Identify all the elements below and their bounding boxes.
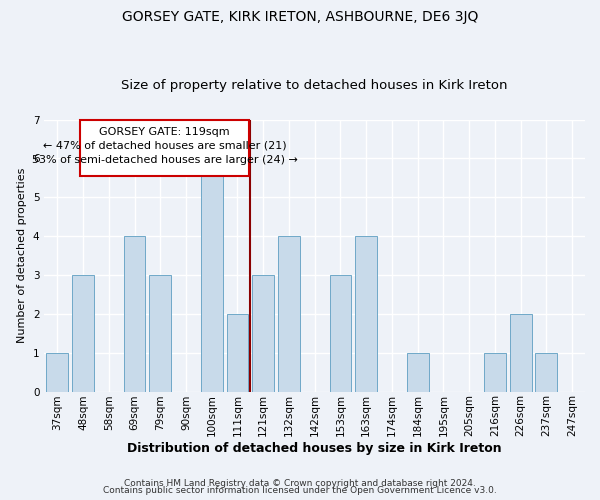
Bar [149,275,171,392]
Bar [227,314,248,392]
Bar [124,236,145,392]
X-axis label: Distribution of detached houses by size in Kirk Ireton: Distribution of detached houses by size … [127,442,502,455]
Bar [484,352,506,392]
Bar [329,275,352,392]
Text: 53% of semi-detached houses are larger (24) →: 53% of semi-detached houses are larger (… [32,154,298,164]
Bar [407,352,428,392]
Bar [355,236,377,392]
Bar [46,352,68,392]
Text: GORSEY GATE, KIRK IRETON, ASHBOURNE, DE6 3JQ: GORSEY GATE, KIRK IRETON, ASHBOURNE, DE6… [122,10,478,24]
Bar [252,275,274,392]
Text: ← 47% of detached houses are smaller (21): ← 47% of detached houses are smaller (21… [43,141,287,151]
Title: Size of property relative to detached houses in Kirk Ireton: Size of property relative to detached ho… [121,79,508,92]
Bar [278,236,300,392]
Bar [510,314,532,392]
Bar [201,158,223,392]
Text: Contains public sector information licensed under the Open Government Licence v3: Contains public sector information licen… [103,486,497,495]
Bar [535,352,557,392]
Text: Contains HM Land Registry data © Crown copyright and database right 2024.: Contains HM Land Registry data © Crown c… [124,478,476,488]
FancyBboxPatch shape [80,120,249,176]
Text: GORSEY GATE: 119sqm: GORSEY GATE: 119sqm [100,126,230,136]
Y-axis label: Number of detached properties: Number of detached properties [17,168,28,343]
Bar [72,275,94,392]
